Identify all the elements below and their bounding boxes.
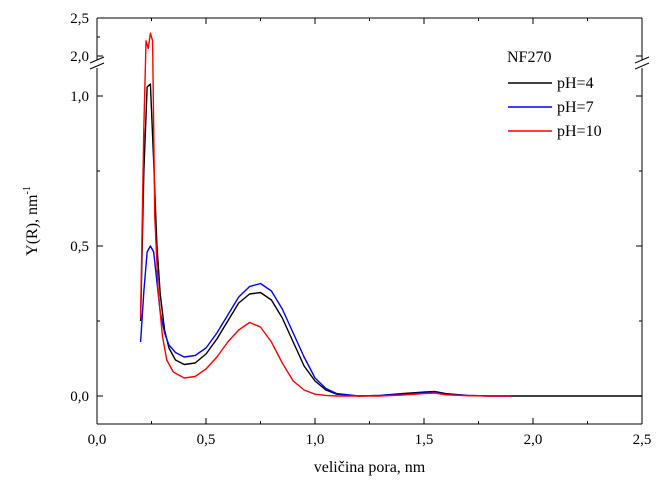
- axis-break-slash: [634, 62, 650, 70]
- axis-break-marks: [89, 56, 650, 70]
- y-tick-label: 0,0: [70, 389, 89, 405]
- y-axis-title-superscript: -1: [22, 186, 33, 194]
- series-line-ph-7: [139, 245, 512, 397]
- y-tick-label: 2,0: [70, 49, 89, 65]
- y-tick-label: 1,0: [70, 89, 89, 105]
- x-tick-label: 0,5: [197, 432, 216, 448]
- legend-entry-label: pH=7: [557, 99, 594, 116]
- axis-break-gap: [91, 60, 103, 68]
- x-axis-ticks: 0,0 0,5 1,0 1,5 2,0 2,5: [88, 18, 652, 448]
- y-tick-label: 0,5: [70, 239, 89, 255]
- y-axis-title-main: Y(R), nm: [24, 194, 41, 256]
- x-tick-label: 1,0: [306, 432, 325, 448]
- x-tick-label: 2,0: [524, 432, 543, 448]
- legend: NF270 pH=4 pH=7 pH=10: [507, 49, 602, 140]
- series-line-ph-10: [139, 32, 512, 397]
- axis-break-slash: [634, 56, 650, 64]
- axis-break-slash: [89, 62, 105, 70]
- legend-entry-label: pH=10: [557, 123, 602, 140]
- y-tick-label: 2,5: [70, 11, 89, 27]
- axis-break-gap: [636, 60, 648, 68]
- legend-title: NF270: [507, 49, 551, 66]
- x-tick-label: 2,5: [633, 432, 652, 448]
- y-axis-title: Y(R), nm-1: [22, 186, 41, 256]
- x-tick-label: 0,0: [88, 432, 107, 448]
- x-axis-title: veličina pora, nm: [314, 459, 426, 476]
- series-layer: [139, 32, 642, 397]
- axis-break-slash: [89, 56, 105, 64]
- y-axis-title-group: Y(R), nm-1: [22, 186, 41, 256]
- legend-entry-label: pH=4: [557, 75, 594, 92]
- x-tick-label: 1,5: [415, 432, 434, 448]
- y-axis-ticks: 0,0 0,5 1,0 2,0 2,5: [70, 11, 642, 405]
